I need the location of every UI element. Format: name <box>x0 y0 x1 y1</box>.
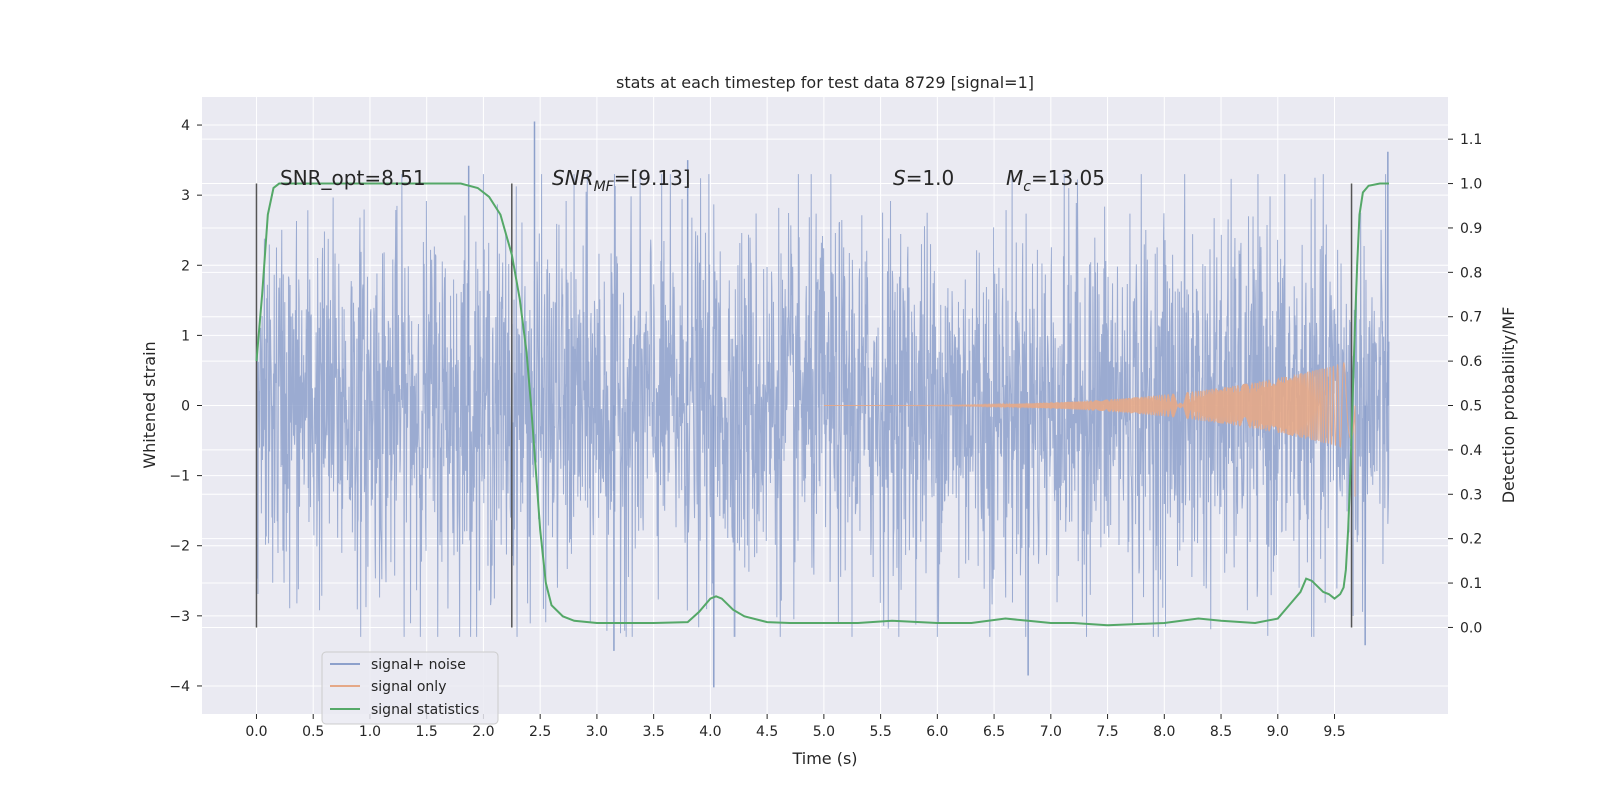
annotation-snr-opt: SNR_opt=8.51 <box>280 166 426 190</box>
x-tick-label: 4.5 <box>756 724 778 740</box>
y2-tick-label: 0.2 <box>1460 532 1482 548</box>
annotation-s-base: S <box>893 166 906 190</box>
y2-tick-label: 0.1 <box>1460 576 1482 592</box>
x-tick-label: 8.0 <box>1153 724 1175 740</box>
y-axis-label: Whitened strain <box>140 341 159 468</box>
x-tick-label: 2.5 <box>529 724 551 740</box>
y-tick-label: 3 <box>181 188 190 204</box>
annotation-mc-value: =13.05 <box>1031 166 1105 190</box>
annotation-snr-mf-sub: MF <box>594 179 615 195</box>
y2-tick-label: 0.8 <box>1460 265 1482 281</box>
x-axis-label: Time (s) <box>791 749 857 768</box>
x-tick-label: 8.5 <box>1210 724 1232 740</box>
y-tick-label: 0 <box>181 399 190 415</box>
y-tick-label: −3 <box>169 609 190 625</box>
x-tick-label: 7.5 <box>1096 724 1118 740</box>
x-tick-label: 6.5 <box>983 724 1005 740</box>
legend-label-signal-only: signal only <box>371 679 446 695</box>
y-tick-label: −2 <box>169 539 190 555</box>
legend-label-signal-noise: signal+ noise <box>371 657 466 673</box>
x-tick-label: 2.0 <box>472 724 494 740</box>
x-tick-label: 0.5 <box>302 724 324 740</box>
y2-tick-label: 0.0 <box>1460 620 1482 636</box>
noise-trace <box>255 174 1390 637</box>
signal-trace <box>823 361 1356 497</box>
x-tick-label: 1.5 <box>416 724 438 740</box>
x-tick-label: 6.0 <box>926 724 948 740</box>
y2-axis-label: Detection probability/MF <box>1499 307 1518 504</box>
y2-tick-label: 0.3 <box>1460 487 1482 503</box>
x-tick-label: 5.5 <box>869 724 891 740</box>
x-tick-label: 4.0 <box>699 724 721 740</box>
y2-tick-label: 0.5 <box>1460 399 1482 415</box>
y-tick-label: −4 <box>169 679 190 695</box>
y2-tick-label: 1.0 <box>1460 177 1482 193</box>
annotation-mc: Mc=13.05 <box>1006 166 1105 195</box>
series-signal-only <box>823 361 1356 497</box>
y2-tick-label: 1.1 <box>1460 132 1482 148</box>
y2-tick-label: 0.6 <box>1460 354 1482 370</box>
x-tick-label: 5.0 <box>813 724 835 740</box>
annotation-snr-mf-base: SNR <box>552 166 594 190</box>
y2-tick-label: 0.7 <box>1460 310 1482 326</box>
chart-title: stats at each timestep for test data 872… <box>616 73 1034 92</box>
annotation-mc-base: M <box>1006 166 1023 190</box>
x-tick-label: 3.0 <box>586 724 608 740</box>
annotation-mc-sub: c <box>1023 179 1031 195</box>
statistics-line <box>255 182 1389 627</box>
annotation-snr-mf: SNRMF=[9.13] <box>552 166 691 195</box>
x-tick-label: 7.0 <box>1040 724 1062 740</box>
x-tick-label: 1.0 <box>359 724 381 740</box>
series-signal-noise <box>255 121 1390 688</box>
legend: signal+ noise signal only signal statist… <box>321 651 499 725</box>
y-tick-label: 1 <box>181 328 190 344</box>
x-tick-label: 3.5 <box>643 724 665 740</box>
legend-box <box>321 651 499 725</box>
y2-tick-label: 0.4 <box>1460 443 1482 459</box>
annotation-s: S=1.0 <box>893 166 954 190</box>
legend-label-signal-statistics: signal statistics <box>371 702 479 718</box>
y-tick-label: 2 <box>181 258 190 274</box>
annotation-snr-mf-value: =[9.13] <box>614 166 691 190</box>
y-tick-label: 4 <box>181 118 190 134</box>
series-signal-statistics <box>255 182 1389 627</box>
y2-tick-label: 0.9 <box>1460 221 1482 237</box>
axis-ticks: 0.0 0.5 1.0 1.5 2.0 2.5 3.0 3.5 4.0 4.5 5.0 5.5 6.0 6… <box>169 118 1482 740</box>
y-tick-label: −1 <box>169 469 190 485</box>
annotation-s-value: =1.0 <box>906 166 955 190</box>
x-tick-label: 0.0 <box>245 724 267 740</box>
x-tick-label: 9.0 <box>1267 724 1289 740</box>
x-tick-label: 9.5 <box>1323 724 1345 740</box>
